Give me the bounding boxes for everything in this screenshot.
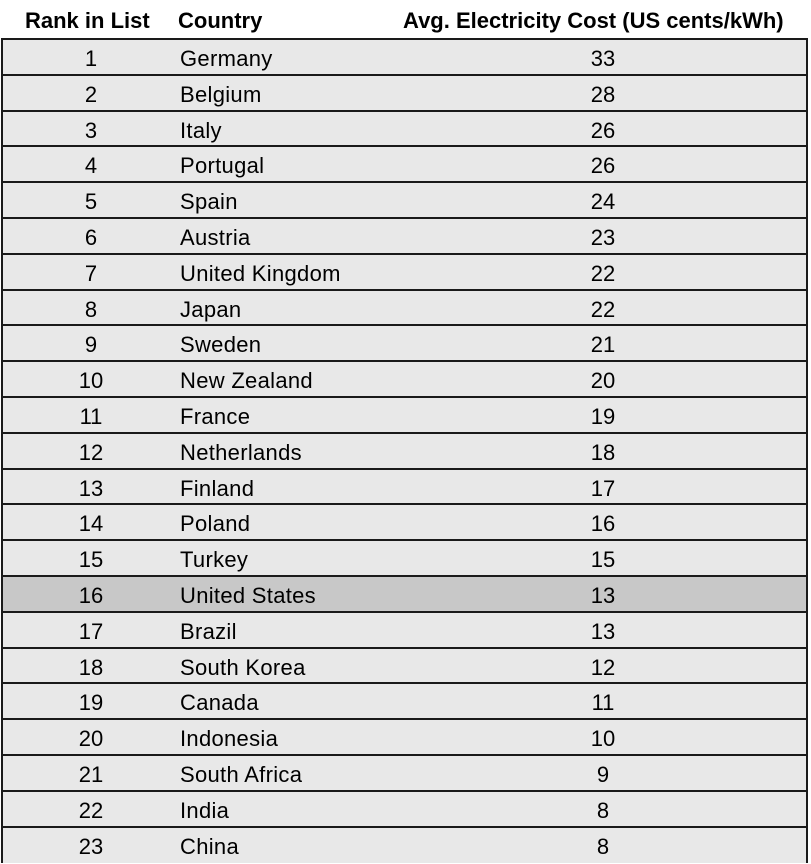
table-row: 17 Brazil 13 [3, 612, 806, 649]
cell-rank: 9 [84, 332, 98, 358]
cell-rank: 7 [84, 260, 98, 286]
cell-country: Portugal [180, 153, 265, 179]
cell-country: China [180, 833, 239, 859]
cell-country: Spain [180, 189, 238, 215]
cell-rank: 8 [84, 296, 98, 322]
cell-cost: 13 [590, 583, 616, 608]
cell-cost: 26 [590, 153, 616, 179]
cell-country: Poland [180, 511, 251, 537]
cell-rank: 10 [78, 368, 104, 394]
table-row: 21 South Africa 9 [3, 756, 806, 792]
cell-rank: 11 [79, 404, 103, 429]
cell-rank: 19 [78, 690, 104, 716]
cell-rank: 2 [84, 81, 98, 107]
cell-cost: 26 [590, 117, 616, 143]
column-header-cost: Avg. Electricity Cost (US cents/kWh) [403, 8, 784, 33]
table-row: 22 India 8 [3, 791, 806, 828]
table-row: 8 Japan 22 [3, 290, 806, 327]
cell-country: New Zealand [180, 368, 313, 394]
cell-country: France [180, 404, 251, 429]
cell-cost: 20 [590, 368, 616, 394]
cell-country: Austria [180, 225, 251, 250]
cell-cost: 21 [590, 332, 616, 358]
cell-rank: 13 [78, 475, 104, 501]
cell-cost: 22 [590, 296, 616, 322]
table-row: 19 Canada 11 [3, 684, 806, 721]
cell-rank: 6 [84, 225, 98, 250]
cell-country: Canada [180, 690, 259, 716]
cell-cost: 19 [590, 404, 616, 429]
cell-rank: 23 [78, 833, 104, 859]
cell-cost: 8 [596, 833, 610, 859]
cell-rank: 22 [78, 797, 104, 823]
table-row: 4 Portugal 26 [3, 147, 806, 184]
table-row: 14 Poland 16 [3, 505, 806, 542]
cell-cost: 18 [590, 439, 616, 465]
cell-cost: 15 [590, 547, 616, 573]
cell-rank: 18 [78, 654, 104, 680]
cell-rank: 21 [78, 762, 104, 787]
column-header-country: Country [178, 8, 263, 33]
cell-cost: 28 [590, 81, 616, 107]
table-row: 1 Germany 33 [3, 40, 806, 76]
cell-rank: 15 [78, 547, 104, 573]
cell-cost: 17 [590, 475, 616, 501]
cell-country: Italy [180, 117, 222, 143]
cell-rank: 16 [78, 583, 104, 608]
cell-cost: 22 [590, 260, 616, 286]
cell-country: Indonesia [180, 726, 279, 752]
cell-cost: 23 [590, 225, 616, 250]
cell-country: Germany [180, 46, 273, 71]
cell-rank: 12 [78, 439, 104, 465]
table-row: 11 France 19 [3, 398, 806, 434]
cell-rank: 20 [78, 726, 104, 752]
cell-rank: 4 [84, 153, 98, 179]
cell-cost: 10 [590, 726, 616, 752]
cell-country: Finland [180, 475, 255, 501]
cell-rank: 5 [84, 189, 98, 215]
table-row: 15 Turkey 15 [3, 541, 806, 577]
cell-rank: 3 [84, 117, 98, 143]
table-row: 9 Sweden 21 [3, 326, 806, 363]
cell-cost: 8 [596, 797, 610, 823]
cell-cost: 12 [590, 654, 616, 680]
cell-country: Turkey [180, 547, 249, 573]
table-row: 20 Indonesia 10 [3, 720, 806, 756]
cell-cost: 13 [590, 618, 616, 644]
column-header-rank: Rank in List [25, 8, 150, 33]
table-row: 6 Austria 23 [3, 219, 806, 255]
cell-country: Brazil [180, 618, 237, 644]
table-row: 16 United States 13 [3, 577, 806, 613]
table-row: 2 Belgium 28 [3, 75, 806, 112]
cell-rank: 14 [78, 511, 104, 537]
cell-country: South Korea [180, 654, 306, 680]
table-row: 12 Netherlands 18 [3, 433, 806, 470]
cell-cost: 9 [596, 762, 610, 787]
cell-cost: 16 [590, 511, 616, 537]
cell-country: Belgium [180, 81, 262, 107]
cell-rank: 17 [78, 618, 104, 644]
cell-cost: 24 [590, 189, 616, 215]
cell-country: Japan [180, 296, 242, 322]
cell-cost: 11 [591, 690, 615, 716]
cell-country: Netherlands [180, 439, 302, 465]
table-row: 13 Finland 17 [3, 469, 806, 506]
cell-cost: 33 [590, 46, 616, 71]
table-row: 18 South Korea 12 [3, 648, 806, 685]
table-row: 5 Spain 24 [3, 183, 806, 219]
table-row: 3 Italy 26 [3, 111, 806, 148]
cell-country: India [180, 797, 230, 823]
table-body: 1 Germany 33 2 Belgium 28 3 Italy 26 4 Portugal 26 5… [1, 38, 808, 864]
cell-country: United States [180, 583, 316, 608]
cell-country: United Kingdom [180, 260, 341, 286]
cell-rank: 1 [84, 46, 98, 71]
table-row: 23 China 8 [3, 827, 806, 864]
cell-country: South Africa [180, 762, 303, 787]
table-row: 7 United Kingdom 22 [3, 254, 806, 291]
table-row: 10 New Zealand 20 [3, 362, 806, 398]
table-header-row: Rank in List Country Avg. Electricity Co… [0, 0, 811, 37]
cell-country: Sweden [180, 332, 262, 358]
